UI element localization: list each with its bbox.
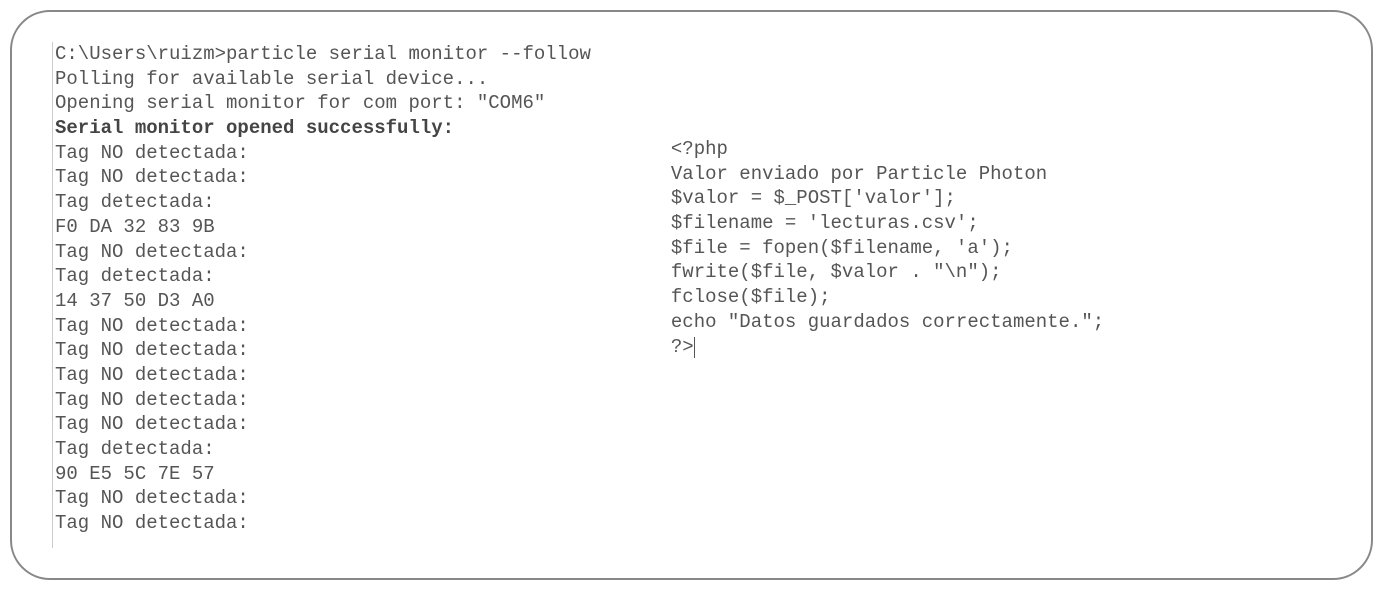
terminal-line: Tag NO detectada: [55, 314, 591, 339]
code-frame: C:\Users\ruizm>particle serial monitor -… [10, 10, 1373, 580]
terminal-line: F0 DA 32 83 9B [55, 215, 591, 240]
terminal-output: C:\Users\ruizm>particle serial monitor -… [52, 42, 591, 548]
terminal-line: Tag NO detectada: [55, 338, 591, 363]
text-cursor [694, 337, 695, 358]
terminal-line: Opening serial monitor for com port: "CO… [55, 91, 591, 116]
terminal-line: Tag NO detectada: [55, 486, 591, 511]
terminal-line: Tag NO detectada: [55, 240, 591, 265]
php-line: $filename = 'lecturas.csv'; [671, 211, 1104, 236]
php-line: Valor enviado por Particle Photon [671, 162, 1104, 187]
php-line: $file = fopen($filename, 'a'); [671, 236, 1104, 261]
php-code-block: <?phpValor enviado por Particle Photon$v… [671, 42, 1104, 548]
terminal-line: Tag NO detectada: [55, 388, 591, 413]
terminal-line: Tag detectada: [55, 190, 591, 215]
php-line: echo "Datos guardados correctamente."; [671, 310, 1104, 335]
php-line: <?php [671, 137, 1104, 162]
terminal-line: Polling for available serial device... [55, 67, 591, 92]
terminal-line: C:\Users\ruizm>particle serial monitor -… [55, 42, 591, 67]
terminal-line: Tag detectada: [55, 437, 591, 462]
php-line: fwrite($file, $valor . "\n"); [671, 260, 1104, 285]
php-line: fclose($file); [671, 285, 1104, 310]
terminal-line: 90 E5 5C 7E 57 [55, 462, 591, 487]
terminal-line: Serial monitor opened successfully: [55, 116, 591, 141]
terminal-line: Tag NO detectada: [55, 141, 591, 166]
php-line: ?> [671, 335, 1104, 360]
php-line: $valor = $_POST['valor']; [671, 186, 1104, 211]
terminal-line: Tag NO detectada: [55, 165, 591, 190]
terminal-line: Tag NO detectada: [55, 511, 591, 536]
terminal-line: Tag NO detectada: [55, 412, 591, 437]
terminal-line: Tag NO detectada: [55, 363, 591, 388]
terminal-line: Tag detectada: [55, 264, 591, 289]
terminal-line: 14 37 50 D3 A0 [55, 289, 591, 314]
